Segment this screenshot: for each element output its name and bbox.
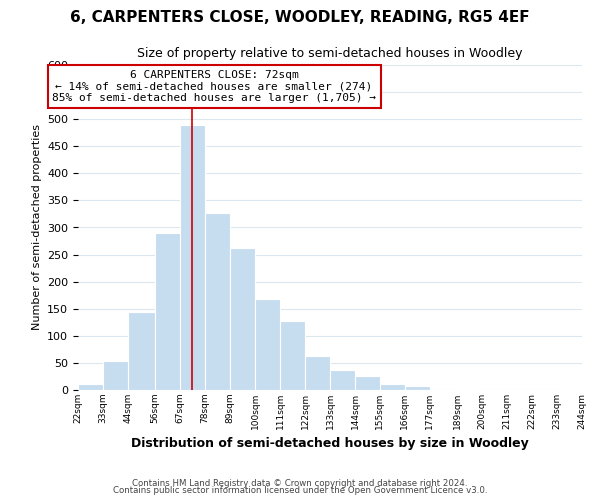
X-axis label: Distribution of semi-detached houses by size in Woodley: Distribution of semi-detached houses by …	[131, 438, 529, 450]
Text: 6, CARPENTERS CLOSE, WOODLEY, READING, RG5 4EF: 6, CARPENTERS CLOSE, WOODLEY, READING, R…	[70, 10, 530, 25]
Bar	[180, 124, 205, 390]
Bar	[205, 213, 230, 390]
Bar	[457, 389, 482, 390]
Text: 6 CARPENTERS CLOSE: 72sqm
← 14% of semi-detached houses are smaller (274)
85% of: 6 CARPENTERS CLOSE: 72sqm ← 14% of semi-…	[52, 70, 376, 103]
Bar	[557, 389, 582, 390]
Bar	[128, 312, 155, 390]
Bar	[280, 321, 305, 390]
Bar	[355, 376, 380, 390]
Bar	[305, 356, 330, 390]
Bar	[405, 386, 430, 390]
Bar	[230, 248, 255, 390]
Bar	[255, 299, 280, 390]
Y-axis label: Number of semi-detached properties: Number of semi-detached properties	[32, 124, 41, 330]
Bar	[155, 234, 180, 390]
Bar	[330, 370, 355, 390]
Text: Contains public sector information licensed under the Open Government Licence v3: Contains public sector information licen…	[113, 486, 487, 495]
Title: Size of property relative to semi-detached houses in Woodley: Size of property relative to semi-detach…	[137, 46, 523, 60]
Bar	[103, 361, 128, 390]
Bar	[380, 384, 405, 390]
Bar	[78, 384, 103, 390]
Text: Contains HM Land Registry data © Crown copyright and database right 2024.: Contains HM Land Registry data © Crown c…	[132, 478, 468, 488]
